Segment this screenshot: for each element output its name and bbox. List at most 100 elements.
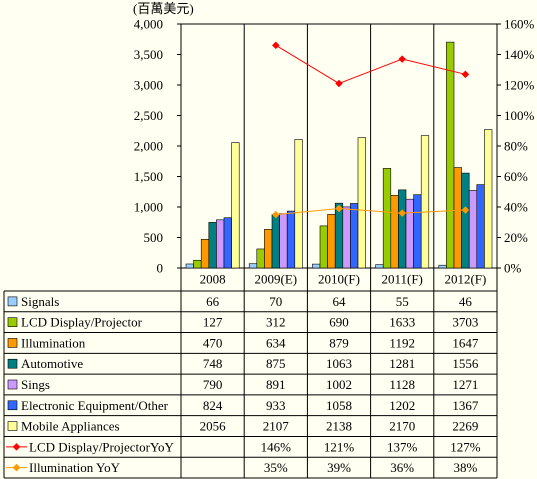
bar-signals-2008 [185, 263, 194, 269]
table-cell: 39% [327, 460, 351, 475]
table-cell: 891 [266, 377, 286, 392]
bar-illumination-2010-f [327, 214, 336, 269]
table-cell: 2138 [326, 419, 352, 434]
table-cell: 70 [269, 294, 282, 309]
cell-value: 824 [203, 398, 223, 413]
table-cell: 46 [459, 294, 473, 309]
legend-key-signals [7, 296, 18, 307]
table-cell: 35% [264, 460, 288, 475]
cell-value: 790 [203, 377, 223, 392]
bar-illumination-2012-f [453, 167, 462, 269]
table-cell: 127 [203, 315, 223, 330]
table-cell: 3703 [452, 315, 478, 330]
y2-tick-label: 40% [504, 200, 528, 215]
line-lcd-display-projectoryoy [275, 44, 466, 85]
table-cell: 2107 [263, 419, 290, 434]
cell-value: 1367 [452, 398, 479, 413]
cell-value: 1063 [326, 356, 352, 371]
legend-key-lcd-display-projector [7, 317, 18, 327]
table-cell: 121% [324, 439, 355, 454]
legend-key-illumination [7, 338, 18, 348]
table-header-year: 2012(F) [444, 272, 486, 287]
cell-value: 1002 [326, 377, 352, 392]
cell-value: 38 [453, 460, 466, 475]
legend-key-marker-lcd-display-projectoryoy [12, 442, 21, 451]
bar-electronic-equipment-other-2010-f [350, 203, 359, 269]
legend-key-marker-illumination-yoy [12, 463, 21, 472]
table-cell: 137% [387, 439, 418, 454]
table-cell: 146% [261, 439, 292, 454]
bar-automotive-2008 [208, 222, 217, 269]
cell-value: 35 [264, 460, 277, 475]
bar-sings-2009-e [279, 213, 288, 269]
bar-mobile-appliances-2010-f [357, 137, 366, 269]
legend-key-electronic-equipment-other [7, 400, 18, 411]
point-lcd-display-projectoryoy-2011-f [398, 55, 407, 63]
series-name: Sings [21, 377, 50, 392]
bar-mobile-appliances-2008 [231, 142, 240, 269]
y2-tick-label: 80% [504, 139, 528, 154]
table-cell: 1202 [389, 398, 415, 413]
bar-lcd-display-projector-2008 [193, 259, 202, 269]
bar-lcd-display-projector-2009-e [256, 248, 265, 269]
bar-electronic-equipment-other-2008 [223, 217, 232, 269]
legend-key-mobile-appliances [7, 421, 18, 431]
cell-value: 127 [203, 315, 223, 330]
y-tick-label: 3,000 [134, 78, 163, 93]
y-tick-label: 2,500 [134, 108, 163, 123]
y2-tick-label: 120% [504, 78, 535, 93]
cell-value: 66 [206, 294, 220, 309]
cell-value: 146 [261, 439, 281, 454]
legend-key-automotive [7, 358, 18, 369]
cell-unit: % [340, 460, 351, 475]
bar-illumination-2011-f [390, 194, 399, 269]
y-tick-label: 1,500 [134, 169, 163, 184]
cell-value: 39 [327, 460, 340, 475]
series-name: LCD Display/Projector [21, 315, 143, 330]
cell-value: 690 [329, 315, 349, 330]
table-cell: 879 [329, 335, 349, 350]
table-cell: 312 [266, 315, 286, 330]
table-cell: 1647 [452, 335, 479, 350]
bar-sings-2012-f [468, 190, 478, 269]
point-illumination-yoy-2009-e [271, 210, 280, 219]
y-tick-label: 2,000 [134, 139, 163, 154]
cell-value: 36 [390, 460, 404, 475]
series-name: Mobile Appliances [21, 419, 120, 434]
table-row-mobile-appliances: Mobile Appliances 2056 2107 2138 2170 2269 [7, 419, 478, 434]
cell-value: 1647 [452, 335, 479, 350]
table-cell: 66 [206, 294, 220, 309]
bar-automotive-2010-f [334, 202, 344, 269]
cell-value: 891 [266, 377, 286, 392]
bar-sings-2008 [216, 219, 225, 269]
point-lcd-display-projectoryoy-2010-f [335, 79, 343, 88]
table-cell: 1271 [452, 377, 478, 392]
cell-value: 879 [329, 335, 349, 350]
table-cell: 2056 [200, 419, 227, 434]
cell-value: 1058 [326, 398, 352, 413]
cell-value: 634 [266, 335, 286, 350]
table-row-illumination: Illumination 470 634 879 1192 1647 [7, 335, 479, 350]
cell-value: 2138 [326, 419, 352, 434]
cell-value: 2269 [452, 419, 478, 434]
cell-unit: % [466, 460, 477, 475]
cell-value: 2170 [389, 419, 415, 434]
cell-value: 1202 [389, 398, 415, 413]
y-tick-label: 4,000 [134, 17, 163, 32]
cell-unit: % [343, 439, 354, 454]
bar-illumination-2008 [200, 239, 210, 269]
line-illumination-yoy [275, 208, 466, 216]
bar-mobile-appliances-2011-f [420, 135, 430, 269]
table-row-sings: Sings 790 891 1002 1128 1271 [7, 377, 478, 392]
cell-value: 121 [324, 439, 344, 454]
cell-value: 1271 [452, 377, 478, 392]
cell-value: 2107 [263, 419, 290, 434]
point-lcd-display-projectoryoy-2012-f [461, 70, 470, 79]
table-row-signals: Signals 66 70 64 55 46 [7, 294, 473, 309]
cell-value: 55 [396, 294, 409, 309]
y-tick-label: 1,000 [134, 200, 163, 215]
bar-signals-2012-f [438, 264, 447, 269]
bar-series [185, 41, 493, 269]
legend-key-sings [7, 379, 18, 390]
bar-automotive-2009-e [271, 214, 280, 269]
